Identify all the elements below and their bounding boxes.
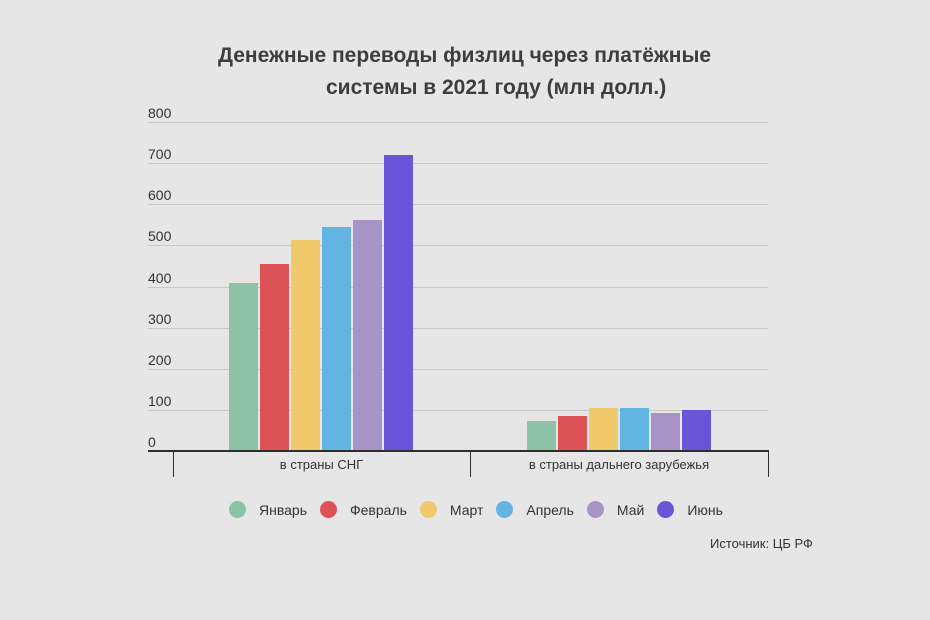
x-axis-tick <box>470 452 471 477</box>
legend-label: Май <box>616 501 645 518</box>
x-axis-tick <box>173 452 174 477</box>
gridline <box>148 163 768 164</box>
x-axis-line <box>148 450 769 452</box>
y-tick-label: 400 <box>148 270 172 286</box>
legend-item: Июнь <box>657 501 723 518</box>
gridline <box>148 369 768 370</box>
x-category-label: в страны СНГ <box>279 457 364 472</box>
legend-swatch-icon <box>496 501 514 518</box>
bar-cis-2 <box>260 263 289 451</box>
legend: Январь Февраль Март Апрель Май Июнь <box>229 501 736 518</box>
bar-cis-3 <box>291 240 320 451</box>
legend-label: Март <box>449 501 484 518</box>
legend-label: Январь <box>259 501 307 518</box>
y-tick-label: 800 <box>148 105 172 121</box>
bar-cis-5 <box>353 219 382 451</box>
legend-label: Февраль <box>350 501 407 518</box>
bar-far-abroad-3 <box>589 408 618 451</box>
legend-item: Март <box>419 501 484 518</box>
x-axis-tick <box>768 452 769 477</box>
legend-swatch-icon <box>586 501 604 518</box>
source-note: Источник: ЦБ РФ <box>710 536 813 551</box>
x-category-label: в страны дальнего зарубежья <box>528 457 710 472</box>
gridline <box>148 245 768 246</box>
legend-swatch-icon <box>419 501 437 518</box>
bar-far-abroad-5 <box>651 413 680 451</box>
bar-far-abroad-2 <box>558 416 587 451</box>
legend-swatch-icon <box>320 501 337 518</box>
bar-cis-6 <box>384 154 413 451</box>
y-tick-label: 200 <box>148 352 172 368</box>
bar-cis-4 <box>322 226 351 451</box>
chart-title-line-1: Денежные переводы физлиц через платёжные <box>218 44 712 67</box>
gridline <box>148 287 768 288</box>
legend-label: Июнь <box>687 501 723 518</box>
bar-far-abroad-4 <box>620 407 649 451</box>
gridline <box>148 328 768 329</box>
legend-swatch-icon <box>657 501 675 518</box>
y-tick-label: 600 <box>148 187 172 203</box>
legend-item: Январь <box>229 501 307 518</box>
y-tick-label: 700 <box>148 146 172 162</box>
gridline <box>148 410 768 411</box>
bar-far-abroad-6 <box>682 409 711 451</box>
bar-cis-1 <box>229 282 258 451</box>
y-tick-label: 500 <box>148 228 172 244</box>
legend-item: Май <box>586 501 645 518</box>
y-tick-label: 0 <box>148 434 156 450</box>
y-tick-label: 300 <box>148 311 172 327</box>
chart-title-line-2: системы в 2021 году (млн долл.) <box>326 76 667 99</box>
legend-label: Апрель <box>526 501 574 518</box>
bar-far-abroad-1 <box>527 420 556 451</box>
gridline <box>148 122 768 123</box>
legend-item: Февраль <box>320 501 407 518</box>
y-tick-label: 100 <box>148 393 172 409</box>
legend-item: Апрель <box>496 501 574 518</box>
gridline <box>148 204 768 205</box>
legend-swatch-icon <box>229 501 246 518</box>
